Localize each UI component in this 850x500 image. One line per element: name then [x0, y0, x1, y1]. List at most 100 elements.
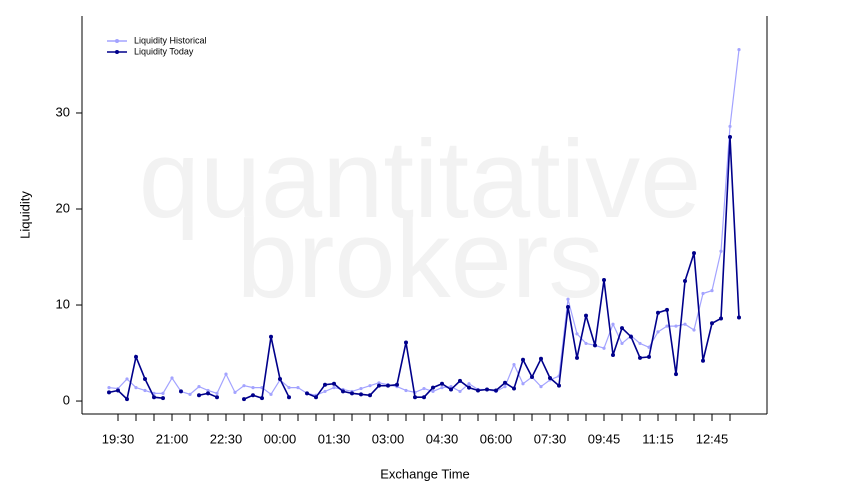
y-axis-label: Liquidity	[17, 191, 32, 239]
point	[179, 389, 183, 394]
point	[134, 385, 138, 390]
point	[242, 384, 246, 388]
point	[557, 383, 561, 388]
point	[287, 385, 291, 390]
point	[638, 355, 642, 360]
x-tick-label: 22:30	[210, 431, 243, 446]
point	[674, 372, 678, 377]
point	[233, 390, 237, 394]
point	[593, 343, 597, 348]
point	[296, 385, 300, 390]
point	[206, 391, 210, 396]
x-tick-label: 11:15	[642, 431, 674, 446]
point	[728, 124, 732, 129]
point	[629, 334, 633, 339]
point	[710, 321, 714, 326]
x-tick-label: 03:00	[372, 431, 405, 446]
point	[494, 388, 498, 393]
point	[503, 385, 507, 389]
x-tick-label: 07:30	[534, 431, 567, 446]
point	[314, 395, 318, 400]
point	[602, 346, 606, 350]
legend-label: Liquidity Historical	[134, 35, 207, 45]
x-tick-label: 01:30	[318, 431, 351, 446]
point	[566, 304, 570, 309]
point	[269, 334, 273, 339]
point	[134, 354, 138, 359]
point	[305, 391, 309, 396]
point	[521, 357, 525, 362]
x-tick-label: 12:45	[696, 431, 729, 446]
point	[422, 386, 426, 391]
x-tick-label: 00:00	[264, 431, 297, 446]
point	[656, 310, 660, 315]
point	[224, 372, 228, 376]
x-tick-label: 21:00	[156, 431, 189, 446]
point	[323, 382, 327, 387]
point	[440, 381, 444, 386]
point	[449, 387, 453, 392]
point	[350, 391, 354, 396]
point	[566, 297, 570, 301]
point	[683, 322, 687, 326]
point	[719, 316, 723, 321]
point	[287, 395, 291, 400]
point	[575, 332, 579, 336]
point	[161, 391, 165, 395]
point	[683, 279, 687, 284]
point	[386, 383, 390, 388]
point	[251, 385, 255, 390]
point	[143, 388, 147, 393]
point	[710, 289, 714, 293]
point	[404, 388, 408, 393]
watermark: quantitative	[139, 118, 702, 241]
point	[728, 134, 732, 139]
point	[485, 387, 489, 392]
point	[323, 389, 327, 394]
point	[575, 355, 579, 360]
point	[152, 395, 156, 400]
point	[359, 392, 363, 397]
point	[503, 380, 507, 385]
legend-label: Liquidity Today	[134, 46, 194, 56]
point	[647, 354, 651, 359]
y-tick-label: 20	[56, 200, 70, 215]
point	[332, 385, 336, 390]
legend-swatch	[115, 39, 119, 43]
point	[656, 330, 660, 334]
point	[512, 386, 516, 391]
y-tick-label: 0	[63, 392, 70, 407]
point	[539, 356, 543, 361]
point	[206, 388, 210, 393]
point	[692, 251, 696, 256]
point	[197, 385, 201, 389]
point	[737, 48, 741, 52]
point	[251, 393, 255, 398]
point	[278, 376, 282, 381]
point	[449, 385, 453, 389]
point	[674, 324, 678, 328]
point	[413, 395, 417, 400]
point	[701, 358, 705, 363]
point	[584, 341, 588, 346]
point	[647, 345, 651, 349]
point	[395, 382, 399, 387]
x-tick-label: 09:45	[588, 431, 621, 446]
point	[458, 389, 462, 394]
point	[269, 392, 273, 396]
point	[512, 362, 516, 367]
point	[377, 381, 381, 385]
point	[341, 389, 345, 394]
point	[692, 328, 696, 332]
point	[701, 291, 705, 296]
point	[620, 326, 624, 331]
point	[458, 378, 462, 383]
x-tick-label: 19:30	[102, 431, 135, 446]
point	[125, 397, 129, 402]
y-tick-label: 10	[56, 296, 70, 311]
point	[368, 393, 372, 398]
point	[611, 322, 615, 326]
point	[116, 388, 120, 393]
point	[332, 381, 336, 386]
